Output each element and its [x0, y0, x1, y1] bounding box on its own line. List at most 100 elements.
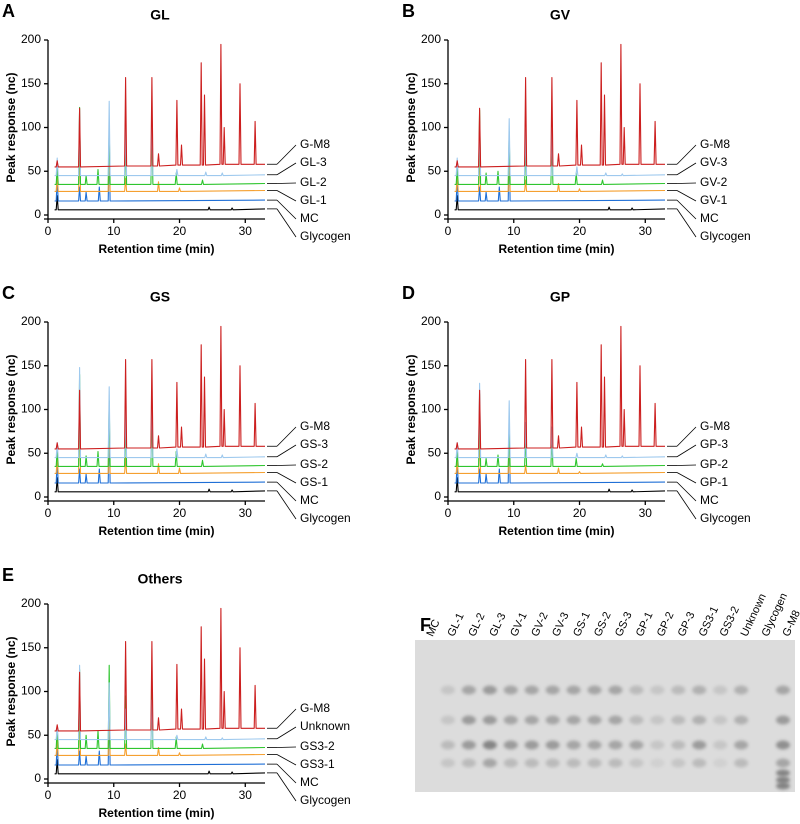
y-tick-label: 50 — [28, 727, 42, 741]
y-tick-label: 200 — [21, 32, 41, 46]
panel: D GP Peak response (nc) Retention time (min… — [402, 283, 751, 538]
trace — [454, 43, 665, 168]
label-connector — [276, 199, 297, 220]
label-connector — [276, 182, 297, 184]
plate — [415, 640, 795, 792]
spot — [776, 776, 790, 784]
series-label: GV-1 — [700, 193, 728, 207]
trace — [454, 393, 666, 467]
y-tick-label: 150 — [421, 76, 441, 90]
y-tick-label: 100 — [21, 684, 41, 698]
lane-label: GL-2 — [466, 611, 487, 638]
spot — [524, 685, 539, 695]
x-tick-label: 10 — [107, 788, 121, 802]
trace — [54, 43, 265, 168]
x-tick-label: 10 — [507, 506, 521, 520]
label-connector — [276, 746, 297, 748]
spot — [629, 685, 644, 695]
panel-letter: A — [2, 1, 15, 21]
trace — [54, 699, 266, 756]
series-label: GL-2 — [300, 175, 327, 189]
lane-label: GV-1 — [508, 611, 529, 639]
x-axis-label: Retention time (min) — [99, 524, 215, 538]
x-axis-label: Retention time (min) — [499, 524, 615, 538]
spot — [461, 740, 476, 750]
trace — [454, 477, 666, 493]
y-tick-label: 200 — [21, 596, 41, 610]
trace — [454, 428, 666, 484]
label-connector — [276, 772, 297, 802]
trace — [454, 144, 666, 192]
trace — [454, 433, 666, 474]
panel-letter: F — [420, 615, 431, 635]
label-connector — [276, 754, 297, 766]
spot — [461, 715, 476, 725]
lane-label: GV-3 — [550, 611, 571, 639]
trace — [54, 477, 266, 493]
panel-letter: B — [402, 1, 415, 21]
label-connector — [676, 208, 697, 238]
y-axis-label: Peak response (nc) — [4, 636, 18, 746]
panel: A GL Peak response (nc) Retention time (min… — [2, 1, 351, 256]
spot — [440, 715, 455, 725]
x-tick-label: 30 — [639, 224, 653, 238]
spot — [671, 715, 686, 725]
spot — [482, 685, 497, 695]
spot — [776, 758, 790, 768]
series-label: G-M8 — [700, 137, 730, 151]
label-connector — [276, 162, 297, 176]
label-connector — [676, 464, 697, 466]
series-label: GL-1 — [300, 193, 327, 207]
spot — [545, 685, 560, 695]
label-connector — [676, 162, 697, 176]
chart-title: GL — [150, 7, 170, 23]
lane-label: GP-2 — [655, 610, 677, 638]
series-label: GS-1 — [300, 475, 328, 489]
label-connector — [276, 464, 297, 466]
label-connector — [676, 426, 697, 447]
spot — [566, 758, 581, 768]
lane-label: G-M8 — [780, 609, 800, 639]
series-label: GP-2 — [700, 457, 728, 471]
chart-title: GS — [150, 289, 170, 305]
spot — [482, 758, 497, 768]
x-tick-label: 20 — [173, 506, 187, 520]
series-label: MC — [700, 211, 719, 225]
spot — [440, 758, 455, 768]
x-tick-label: 20 — [573, 224, 587, 238]
x-tick-label: 30 — [239, 788, 253, 802]
y-tick-label: 50 — [28, 163, 42, 177]
series-label: MC — [300, 211, 319, 225]
label-connector — [676, 144, 697, 165]
label-connector — [676, 182, 697, 184]
spot — [608, 715, 623, 725]
spot — [545, 715, 560, 725]
label-connector — [276, 726, 297, 740]
series-label: G-M8 — [300, 419, 330, 433]
spot — [776, 685, 790, 695]
series-label: GL-3 — [300, 155, 327, 169]
x-tick-label: 10 — [107, 224, 121, 238]
panel: E Others Peak response (nc) Retention time … — [2, 565, 351, 820]
spot — [713, 758, 728, 768]
spot — [629, 740, 644, 750]
trace — [454, 195, 666, 211]
y-tick-label: 200 — [21, 314, 41, 328]
trace — [54, 325, 265, 450]
spot — [608, 685, 623, 695]
label-connector — [276, 481, 297, 502]
y-tick-label: 100 — [421, 402, 441, 416]
spot — [650, 715, 665, 725]
x-tick-label: 10 — [507, 224, 521, 238]
series-label: GS3-1 — [300, 757, 335, 771]
y-tick-label: 200 — [421, 314, 441, 328]
lane-label: GL-3 — [487, 611, 508, 638]
spot — [587, 758, 602, 768]
y-tick-label: 150 — [421, 358, 441, 372]
series-label: MC — [300, 775, 319, 789]
series-label: GS3-2 — [300, 739, 335, 753]
y-axis-label: Peak response (nc) — [404, 72, 418, 182]
y-tick-label: 150 — [21, 640, 41, 654]
trace — [54, 106, 266, 185]
series-label: GS-2 — [300, 457, 328, 471]
